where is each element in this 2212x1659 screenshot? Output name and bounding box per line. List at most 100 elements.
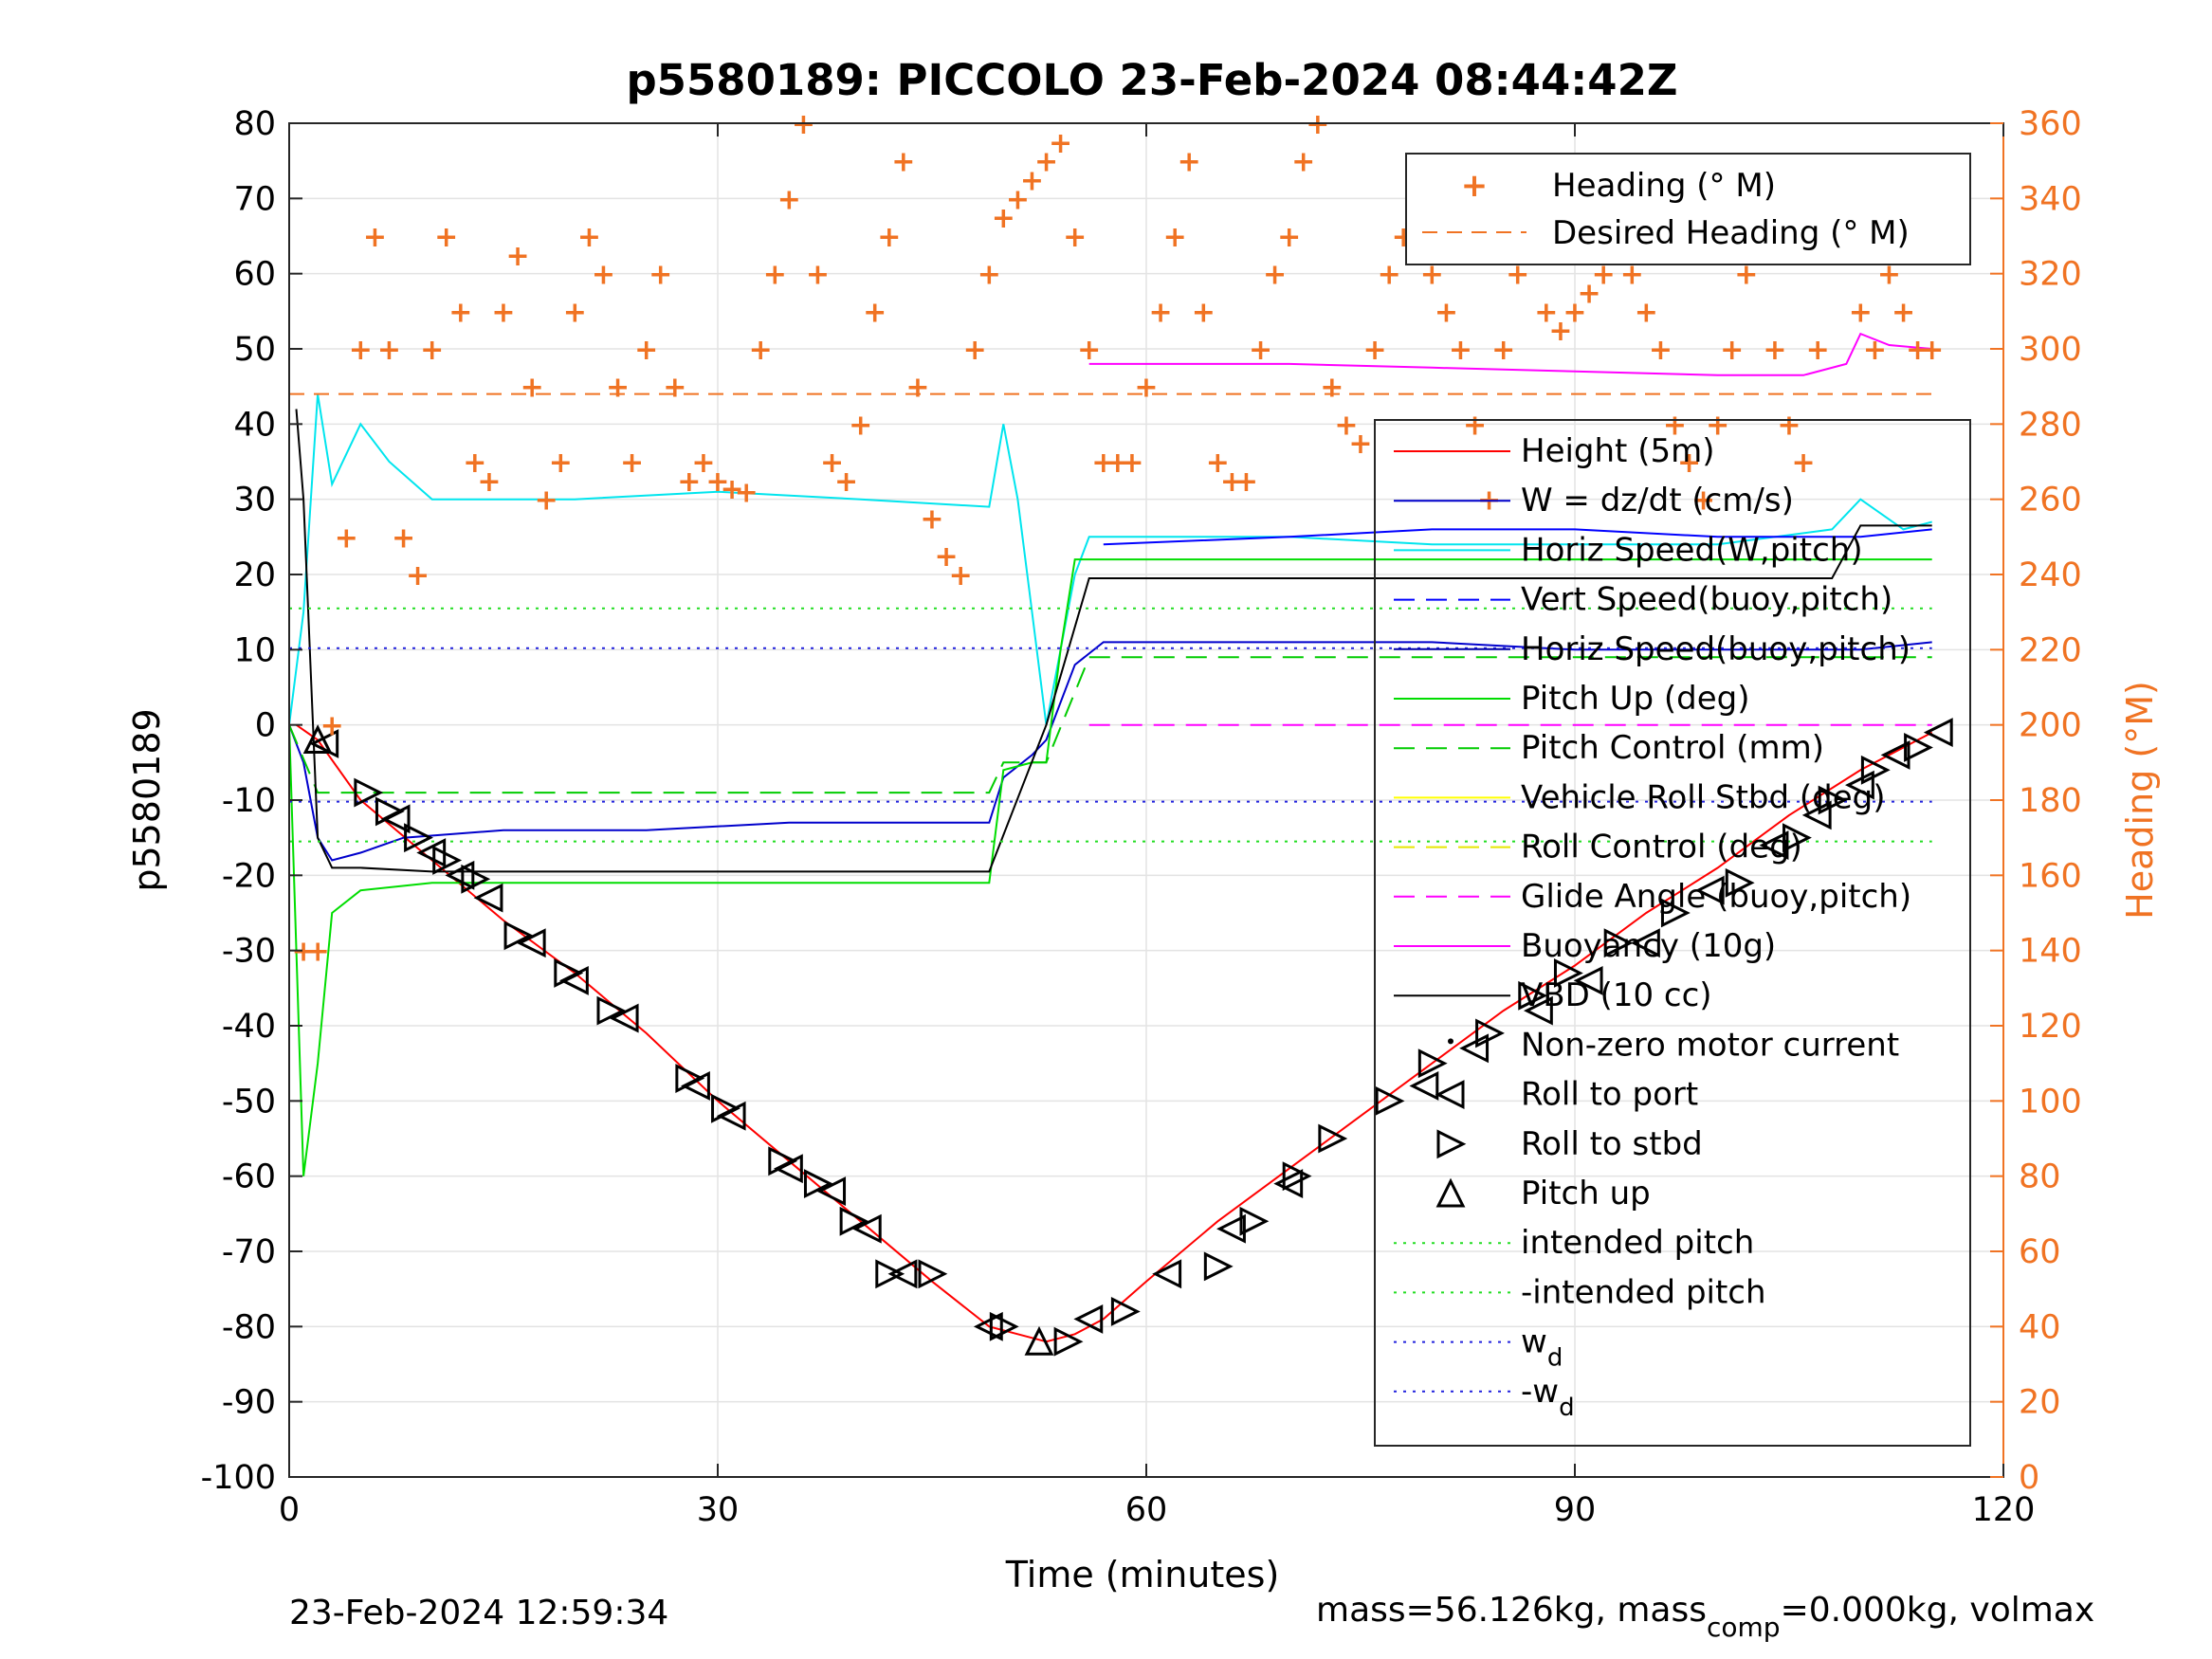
heading-point: +: [1006, 183, 1030, 216]
y-tick-label: -70: [222, 1233, 276, 1271]
roll-to-port-marker: [973, 1311, 1003, 1341]
heading-point: +: [1548, 315, 1572, 348]
heading-point: +: [1720, 334, 1744, 367]
heading-point: +: [392, 521, 415, 555]
marker-layer: [302, 718, 1953, 1357]
legend-swatch-roll-to-port: [1435, 1080, 1465, 1110]
heading-point: +: [720, 473, 743, 506]
legend-label-roll-control-deg: Roll Control (deg): [1521, 829, 1802, 866]
legend-swatch-motor-current: [1448, 1038, 1453, 1045]
legend-top: + Heading (° M) Desired Heading (° M): [1405, 153, 1971, 265]
heading-point: +: [406, 559, 430, 592]
heading-point: +: [448, 296, 472, 329]
roll-to-port-marker: [416, 838, 447, 867]
y2-tick-label: 240: [2019, 556, 2082, 594]
roll-to-stbd-marker: [1110, 1297, 1141, 1326]
heading-point: +: [1649, 334, 1673, 367]
heading-point: +: [1148, 296, 1172, 329]
legend-top-box: [1405, 153, 1971, 265]
x-tick-label: 30: [697, 1491, 740, 1529]
heading-point: +: [349, 334, 373, 367]
heading-point: +: [335, 521, 358, 555]
heading-point: +: [1263, 259, 1287, 292]
heading-point: +: [1635, 296, 1658, 329]
heading-point: +: [1806, 334, 1830, 367]
heading-point: +: [1706, 409, 1729, 442]
x-tick-label: 0: [279, 1491, 300, 1529]
heading-point: +: [905, 372, 929, 405]
heading-point: +: [563, 296, 587, 329]
y-tick-label: -20: [222, 857, 276, 895]
heading-point: +: [549, 447, 573, 480]
heading-point: +: [1563, 296, 1586, 329]
heading-point: +: [620, 447, 644, 480]
heading-point: +: [1534, 296, 1558, 329]
heading-point: +: [1178, 146, 1201, 179]
heading-point: +: [891, 146, 915, 179]
y-tick-label: 50: [233, 331, 276, 369]
heading-point: +: [306, 936, 330, 969]
y2-tick-label: 100: [2019, 1083, 2082, 1121]
heading-point: +: [1134, 372, 1158, 405]
roll-to-port-marker: [773, 1154, 803, 1184]
roll-to-stbd-marker: [875, 1259, 905, 1289]
roll-to-port-marker: [1880, 739, 1910, 770]
heading-point: +: [920, 503, 943, 537]
pitch-up-marker: [302, 724, 333, 755]
heading-point: +: [592, 259, 615, 292]
heading-point: +: [1106, 447, 1129, 480]
legend-label-roll-to-stbd: Roll to stbd: [1521, 1125, 1703, 1163]
heading-point: +: [1320, 372, 1344, 405]
heading-point: +: [1691, 484, 1715, 518]
roll-to-stbd-marker: [503, 921, 534, 951]
roll-to-port-marker: [1073, 1304, 1104, 1334]
x-tick-label: 90: [1554, 1491, 1597, 1529]
heading-point: +: [377, 334, 401, 367]
roll-to-stbd-marker: [989, 1311, 1019, 1341]
footer-mass-part2: =0.000kg, volmax: [1781, 1591, 2095, 1630]
heading-point: +: [1906, 334, 1929, 367]
roll-to-port-marker: [516, 928, 546, 958]
heading-point: +: [1034, 146, 1058, 179]
y-tick-label: 30: [233, 482, 276, 520]
heading-point: +: [849, 409, 872, 442]
legend-label-vert-speed-buoy-pitch: Vert Speed(buoy,pitch): [1521, 581, 1892, 619]
y2-tick-label: 340: [2019, 180, 2082, 218]
heading-point: +: [1449, 334, 1472, 367]
roll-to-port-marker: [1273, 1169, 1304, 1199]
y2-tick-label: 140: [2019, 933, 2082, 971]
roll-to-port-marker: [716, 1101, 746, 1131]
legend-label-pitch-up: Pitch up: [1521, 1175, 1651, 1212]
heading-point: +: [978, 259, 1001, 292]
heading-point: +: [1763, 334, 1786, 367]
legend-swatches: [1394, 450, 1510, 1393]
roll-to-port-marker: [1630, 928, 1660, 958]
y-axis-label: p5580189: [126, 708, 168, 891]
roll-to-port-marker: [1573, 965, 1603, 995]
heading-point: +: [1192, 296, 1216, 329]
legend-top-desired-label: Desired Heading (° M): [1552, 214, 1910, 252]
heading-point: +: [1206, 447, 1230, 480]
roll-to-stbd-marker: [1782, 823, 1812, 853]
y-tick-label: -90: [222, 1384, 276, 1422]
roll-to-stbd-marker: [1860, 755, 1891, 785]
y-tick-label: -10: [222, 782, 276, 820]
heading-point: +: [577, 221, 601, 254]
heading-point: +: [677, 465, 701, 499]
y-tick-label: 80: [233, 105, 276, 143]
legend-label-roll-to-port: Roll to port: [1521, 1076, 1698, 1114]
heading-point: +: [1378, 259, 1401, 292]
heading-point: +: [1091, 447, 1115, 480]
heading-point: +: [477, 465, 501, 499]
tick-layer: 0 30 60 90 120-100-90-80-70-60-50-40-30-20-1…: [201, 105, 2082, 1529]
roll-to-stbd-marker: [1318, 1123, 1348, 1154]
roll-to-stbd-marker: [1053, 1326, 1084, 1357]
heading-point: +: [1077, 334, 1101, 367]
heading-point: +: [705, 465, 729, 499]
heading-point: +: [1234, 465, 1258, 499]
roll-to-stbd-marker: [1203, 1251, 1234, 1282]
series-vbd-10-cc: [295, 409, 1932, 873]
chart-title: p5580189: PICCOLO 23-Feb-2024 08:44:42Z: [626, 55, 1677, 105]
roll-to-stbd-marker: [1818, 785, 1848, 815]
